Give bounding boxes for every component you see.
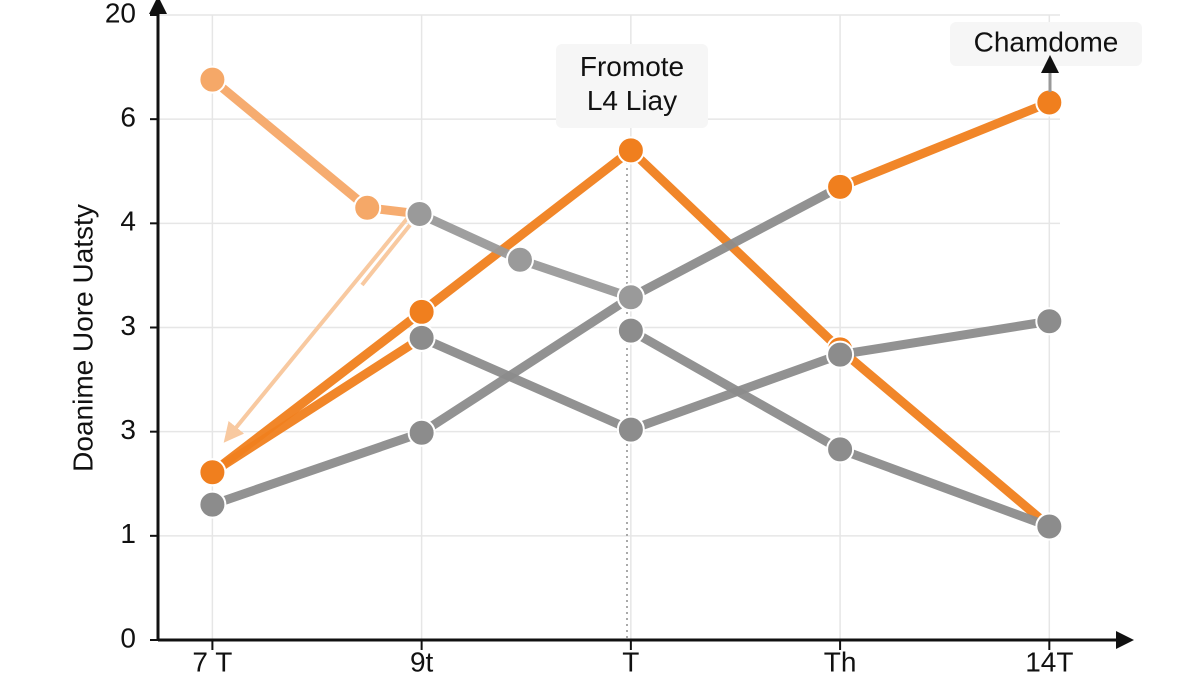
series-line (207, 182, 845, 510)
annotation: Fromote L4 Liay (580, 51, 684, 116)
x-tick-label: 7 T (192, 646, 232, 675)
y-tick-label: 6 (120, 102, 136, 133)
data-point (407, 418, 436, 447)
y-tick-label: 3 (120, 414, 136, 445)
data-point (405, 199, 434, 228)
y-axis-label: Doanime Uore Uatsty (67, 204, 98, 472)
x-tick-label: 14T (1025, 646, 1073, 675)
lines (198, 65, 1064, 541)
data-point (505, 245, 534, 274)
data-point (198, 65, 227, 94)
series-line (835, 98, 1054, 192)
x-tick-label: Th (824, 646, 857, 675)
data-point (1035, 88, 1064, 117)
data-point (1035, 307, 1064, 336)
data-point (616, 415, 645, 444)
x-tick-label: 9t (410, 646, 434, 675)
y-tick-label: 0 (120, 622, 136, 653)
decor-arrow (360, 223, 412, 287)
data-point (616, 316, 645, 345)
annotation: Chamdome (974, 26, 1119, 57)
x-tick-label: T (622, 646, 639, 675)
data-point (353, 193, 382, 222)
data-point (826, 340, 855, 369)
data-point (616, 136, 645, 165)
data-point (616, 283, 645, 312)
annotation-box (556, 44, 708, 128)
series-line (207, 333, 427, 477)
decor-arrow (223, 213, 412, 443)
data-point (407, 297, 436, 326)
data-point (198, 490, 227, 519)
series-line (417, 316, 1054, 435)
y-tick-label: 20 (105, 0, 136, 28)
data-point (826, 435, 855, 464)
annotation-box (950, 22, 1142, 66)
series-line (207, 75, 425, 219)
y-tick-label: 1 (120, 518, 136, 549)
data-point (198, 458, 227, 487)
data-point (1035, 512, 1064, 541)
y-tick-label: 4 (120, 206, 136, 237)
data-point (407, 323, 436, 352)
data-point (826, 172, 855, 201)
y-tick-label: 3 (120, 310, 136, 341)
